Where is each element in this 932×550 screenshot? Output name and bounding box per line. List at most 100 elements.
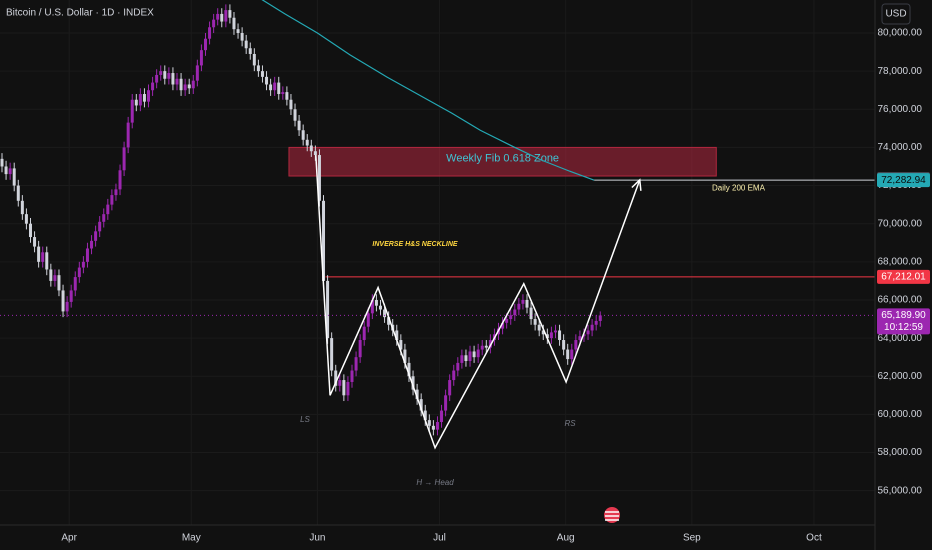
candle-body	[195, 65, 199, 81]
candle-body	[0, 158, 4, 167]
candle-body	[187, 84, 191, 89]
candle-body	[334, 370, 338, 386]
plot: Weekly Fib 0.618 Zone INVERSE H&S NECKLIN…	[0, 0, 875, 450]
candle-body	[228, 10, 232, 18]
y-tick-label: 80,000.00	[878, 28, 923, 39]
candle-body	[399, 340, 403, 350]
candle-body	[594, 320, 598, 325]
candle-body	[350, 370, 354, 382]
flag-icon[interactable]	[604, 507, 620, 523]
candle-body	[582, 334, 586, 337]
candle-body	[484, 345, 488, 348]
candle-body	[49, 269, 53, 281]
zone-label: Weekly Fib 0.618 Zone	[446, 153, 559, 165]
candle-body	[598, 315, 602, 321]
candle-body	[203, 38, 207, 51]
arrow-head	[631, 178, 642, 191]
candle-body	[102, 214, 106, 222]
candle-body	[464, 355, 468, 361]
candle-body	[81, 261, 85, 268]
candle-body	[545, 334, 549, 339]
candle-body	[114, 189, 118, 196]
x-tick-label: Jun	[309, 533, 325, 544]
candle-body	[476, 349, 480, 358]
candle-body	[130, 99, 134, 123]
candle-body	[159, 71, 163, 75]
candle-body	[252, 53, 256, 66]
ema-line	[261, 0, 595, 181]
y-tick-label: 60,000.00	[878, 409, 923, 420]
pattern-line	[315, 154, 641, 450]
candle-body	[541, 330, 545, 335]
candle-body	[444, 395, 448, 411]
candle-body	[118, 170, 122, 190]
candle-body	[313, 151, 317, 156]
candle-body	[342, 380, 346, 396]
candle-body	[16, 185, 20, 201]
candle-body	[260, 71, 264, 77]
candle-body	[138, 94, 142, 106]
candle-body	[378, 305, 382, 310]
candle-body	[65, 301, 69, 312]
candle-body	[366, 313, 370, 327]
currency-box[interactable]	[881, 3, 911, 25]
candle-body	[28, 223, 32, 238]
candle-body	[171, 73, 175, 85]
flag-circle[interactable]	[604, 507, 620, 523]
candle-body	[289, 99, 293, 110]
candle-body	[570, 349, 574, 360]
annotation: LS	[300, 415, 310, 424]
price-tag-label: 72,282.94	[881, 175, 926, 186]
candle-body	[362, 326, 366, 341]
countdown: 10:12:59	[884, 322, 923, 333]
candle-body	[553, 330, 557, 333]
candle-body	[330, 338, 334, 371]
candle-body	[395, 330, 399, 341]
y-tick-label: 64,000.00	[878, 333, 923, 344]
candle-body	[240, 32, 244, 41]
x-tick-label: Jul	[433, 533, 446, 544]
candle-body	[501, 322, 505, 329]
candle-body	[509, 315, 513, 320]
candle-body	[460, 355, 464, 363]
candle-body	[590, 324, 594, 331]
candle-body	[517, 303, 521, 310]
y-tick-label: 74,000.00	[878, 142, 923, 153]
candle-body	[33, 237, 37, 247]
candle-body	[244, 40, 248, 49]
candle-body	[431, 425, 435, 430]
candle-body	[147, 90, 151, 102]
candle-body	[220, 13, 224, 22]
candle-body	[41, 252, 45, 262]
y-tick-label: 78,000.00	[878, 66, 923, 77]
candle-body	[37, 246, 41, 262]
candle-body	[273, 82, 277, 91]
y-tick-label: 58,000.00	[878, 447, 923, 458]
candle-body	[151, 82, 155, 91]
candle-body	[57, 275, 61, 291]
candle-body	[90, 240, 94, 249]
candle-body	[297, 120, 301, 131]
price-tag	[877, 173, 930, 188]
candle-body	[338, 380, 342, 386]
candle-body	[12, 168, 16, 186]
candle-body	[423, 410, 427, 421]
candle-body	[301, 130, 305, 140]
y-tick-label: 62,000.00	[878, 371, 923, 382]
price-tag	[877, 269, 930, 284]
candle-body	[142, 94, 146, 102]
candle-body	[574, 340, 578, 350]
candle-body	[24, 214, 28, 224]
candle-body	[248, 48, 252, 54]
candle-body	[407, 362, 411, 377]
y-tick-label: 70,000.00	[878, 218, 923, 229]
candle-body	[4, 166, 8, 175]
candle-body	[309, 145, 313, 152]
y-tick-label: 56,000.00	[878, 485, 923, 496]
candle-body	[85, 248, 89, 262]
candle-body	[179, 78, 183, 91]
candle-body	[191, 80, 195, 89]
candle-body	[488, 340, 492, 348]
candle-body	[537, 324, 541, 331]
